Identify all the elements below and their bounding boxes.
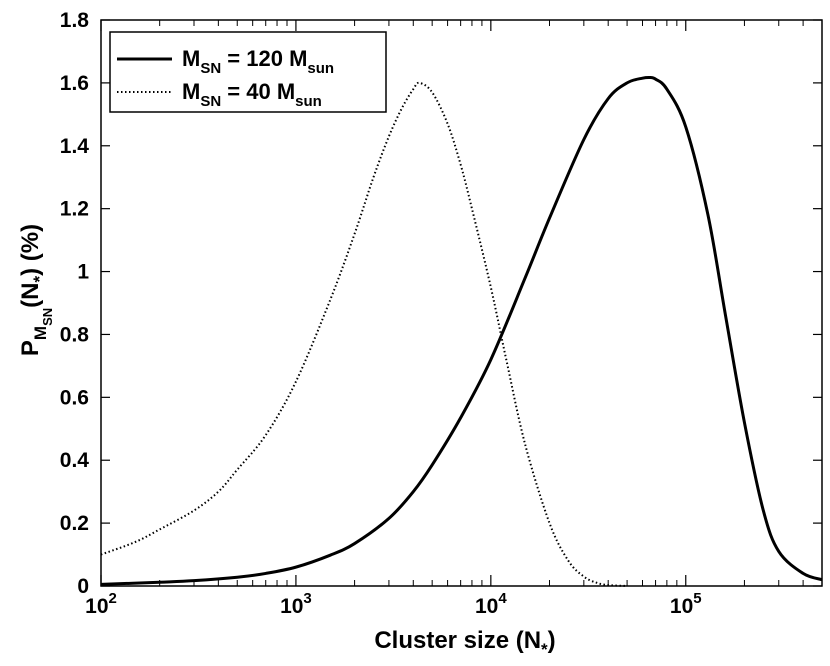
y-axis-label-close: ) (%) xyxy=(17,224,44,276)
y-tick-labels: 0 0.2 0.4 0.6 0.8 1 1.2 1.4 1.6 1.8 xyxy=(60,9,90,598)
y-tick-label-0: 0 xyxy=(77,575,89,598)
y-tick-label-9: 1.8 xyxy=(60,9,90,32)
legend-40-m: M xyxy=(182,79,200,104)
y-tick-label-2: 0.4 xyxy=(60,449,90,472)
x-tick-label-2: 104 xyxy=(475,590,507,618)
x-tick-label-3: 105 xyxy=(670,590,702,618)
x-axis-label-close: ) xyxy=(548,627,556,654)
legend-120-m: M xyxy=(182,46,200,71)
x-axis-label: Cluster size (N*) xyxy=(374,627,555,659)
y-tick-label-8: 1.6 xyxy=(60,72,89,95)
y-tick-label-7: 1.4 xyxy=(60,135,90,158)
y-tick-label-6: 1.2 xyxy=(60,198,89,221)
x-axis-label-sub: * xyxy=(541,640,548,659)
y-axis-label: PMSN(N*) (%) xyxy=(17,224,55,356)
legend-40-mid: = 40 M xyxy=(221,79,295,104)
legend-120-mid: = 120 M xyxy=(221,46,307,71)
y-tick-label-1: 0.2 xyxy=(60,512,89,535)
y-tick-label-5: 1 xyxy=(77,261,89,284)
x-axis-label-main: Cluster size (N xyxy=(374,627,541,654)
plot-frame xyxy=(100,19,823,587)
legend-entry-40: MSN = 40 Msun xyxy=(182,79,322,110)
y-axis-label-sub2: SN xyxy=(40,308,55,326)
y-axis-label-arg: (N xyxy=(17,283,44,308)
legend-40-sub2: sun xyxy=(295,93,322,110)
y-axis-label-sub1: M xyxy=(31,326,50,340)
x-tick-label-0: 102 xyxy=(85,590,117,618)
series-line-40 xyxy=(100,81,628,587)
x-tick-labels: 102 103 104 105 xyxy=(85,590,701,618)
y-tick-label-3: 0.6 xyxy=(60,386,89,409)
y-axis-label-arg-sub: * xyxy=(30,276,49,283)
series-layer xyxy=(100,75,823,587)
legend-120-sub: SN xyxy=(200,60,221,77)
series-line-120 xyxy=(100,75,823,586)
legend-entry-120: MSN = 120 Msun xyxy=(182,46,334,77)
legend-120-sub2: sun xyxy=(307,60,334,77)
y-axis-label-p: P xyxy=(17,340,44,356)
y-tick-label-4: 0.8 xyxy=(60,323,90,346)
x-tick-label-1: 103 xyxy=(280,590,312,618)
legend: MSN = 120 Msun MSN = 40 Msun xyxy=(109,31,387,113)
legend-40-sub: SN xyxy=(200,93,221,110)
legend-box xyxy=(109,31,387,113)
